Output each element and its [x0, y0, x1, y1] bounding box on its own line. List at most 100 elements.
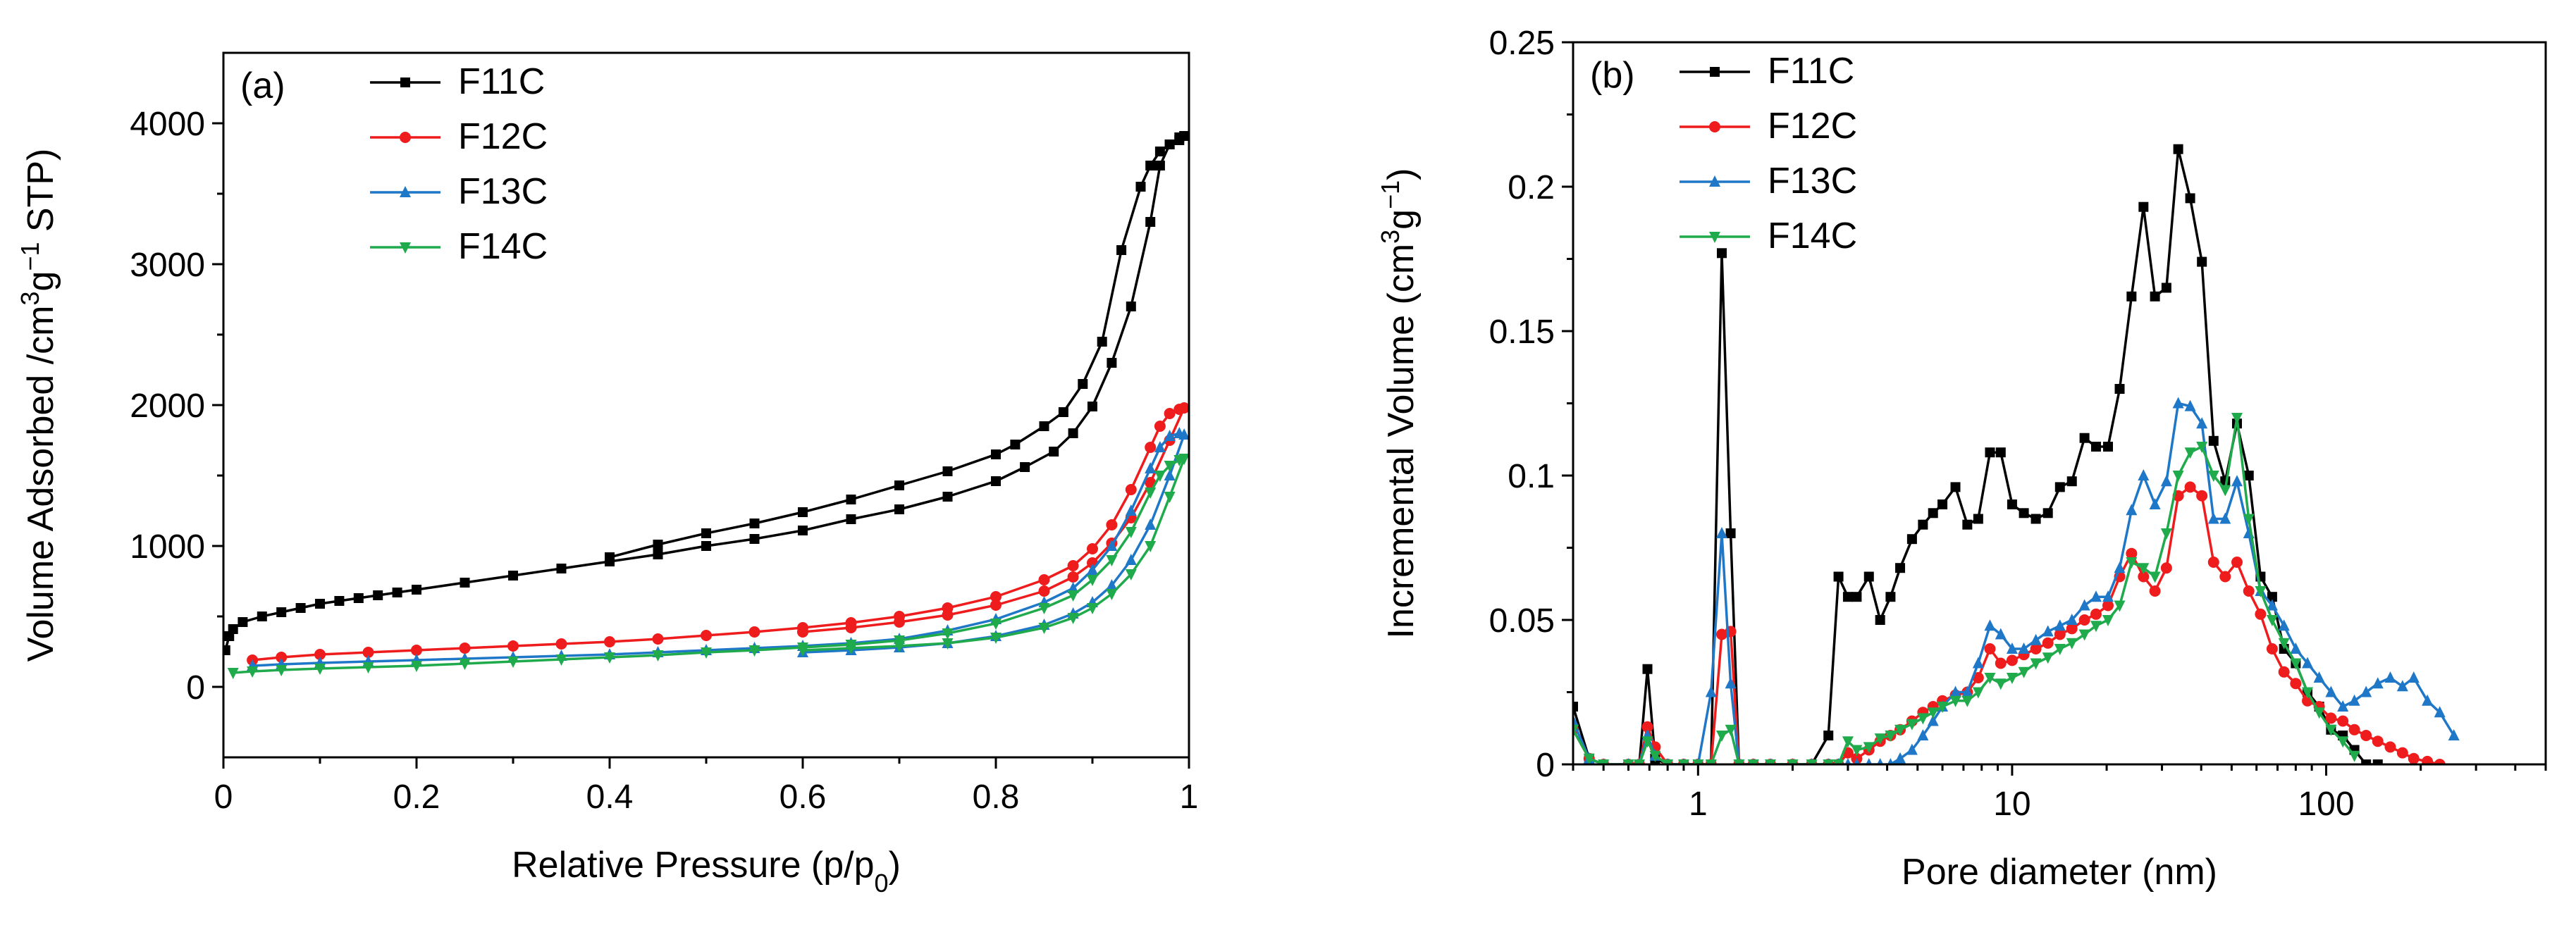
b-point-f11c [2030, 514, 2041, 524]
b-y-tick-label: 0.2 [1508, 169, 1555, 206]
b-point-f14c [1806, 759, 1818, 764]
a-point-f13c [1125, 504, 1137, 516]
b-point-f12c [2290, 678, 2302, 690]
a-y-tick-label: 2000 [130, 387, 205, 425]
b-point-f14c [2054, 644, 2066, 655]
a-point-f12c [1087, 543, 1098, 554]
b-point-f13c [2160, 475, 2172, 487]
panel-a-x-axis-title: Relative Pressure (p/p0) [512, 845, 901, 898]
panel-b-series-layer [1573, 144, 2460, 764]
b-point-f13c [2172, 397, 2184, 409]
a-point-f11c [223, 645, 230, 655]
b-y-tick-label: 0 [1536, 747, 1555, 784]
a-point-f11c [238, 617, 248, 627]
a-point-f11c [942, 492, 953, 502]
a-point-f11c [991, 449, 1001, 459]
panel-a-label: (a) [240, 66, 285, 106]
panel-a-legend: F11C F12C F13C F14C [370, 61, 548, 267]
a-legend-marker-f11c [400, 77, 410, 87]
b-point-f14c [1677, 759, 1689, 764]
b-point-f14c [2102, 615, 2114, 626]
a-point-f13c [1106, 540, 1118, 551]
b-point-f13c [2054, 619, 2066, 631]
b-point-f13c [2138, 469, 2150, 480]
a-point-f14c [1154, 471, 1166, 482]
panel-b-pore-distribution-chart: 0 0.05 0.1 0.15 0.2 0.25 1 10 100 (b) Pore diame… [1376, 25, 2547, 893]
a-point-f12c [1145, 442, 1157, 453]
b-point-f12c [2207, 557, 2219, 568]
b-point-f14c [1874, 733, 1886, 745]
b-point-f12c [1984, 643, 1996, 654]
a-point-f14c [227, 668, 239, 679]
a-point-f14c [942, 628, 954, 640]
a-point-f12c [1154, 421, 1166, 432]
b-point-f14c [1692, 759, 1704, 764]
b-point-f11c [2372, 759, 2383, 764]
b-point-f14c [2348, 750, 2360, 762]
b-point-f13c [2184, 399, 2196, 411]
a-point-f12c [845, 622, 857, 633]
b-legend-marker-f12c [1709, 121, 1720, 132]
b-point-f13c [1853, 758, 1860, 764]
a-point-f11c [1010, 440, 1021, 449]
b-point-f11c [1928, 508, 1938, 519]
a-legend-label-f11c: F11C [458, 61, 545, 102]
b-point-f13c [2066, 614, 2078, 625]
a-point-f11c [1068, 428, 1078, 438]
b-point-f14c [1662, 759, 1674, 764]
b-point-f14c [2219, 485, 2231, 497]
b-point-f12c [2396, 747, 2408, 759]
panel-a-ticks: 0 1000 2000 3000 4000 0 0.2 0.4 0.6 0.8 1 [130, 106, 1198, 816]
b-point-f13c [1725, 677, 1737, 689]
a-point-f12c [990, 591, 1002, 602]
a-point-f13c [1145, 462, 1157, 473]
a-point-f11c [1126, 302, 1136, 311]
b-point-f12c [2006, 654, 2018, 666]
a-point-f11c [412, 585, 421, 595]
a-point-f14c [1164, 461, 1176, 472]
b-point-f11c [1823, 731, 1834, 740]
b-point-f13c [2114, 561, 2126, 573]
a-point-f11c [798, 526, 808, 535]
a-point-f11c [460, 578, 470, 588]
b-point-f11c [1875, 615, 1885, 625]
a-point-f13c [1125, 554, 1137, 565]
b-point-f13c [1573, 714, 1579, 726]
b-point-f12c [2138, 571, 2150, 583]
a-point-f12c [894, 616, 905, 628]
a-point-f12c [314, 649, 326, 660]
b-point-f14c [2325, 724, 2337, 736]
b-point-f11c [1833, 571, 1844, 582]
b-point-f12c [2372, 735, 2384, 747]
a-point-f11c [508, 571, 518, 581]
a-point-f11c [1097, 337, 1107, 347]
b-point-f13c [2360, 685, 2372, 697]
b-point-f11c [2173, 144, 2183, 154]
b-point-f11c [2161, 283, 2171, 293]
b-point-f11c [2007, 499, 2017, 509]
a-point-f12c [652, 633, 664, 645]
b-point-f13c [2090, 590, 2102, 602]
a-x-tick-label: 0.8 [973, 778, 1020, 816]
a-point-f12c [459, 642, 471, 654]
a-y-tick-label: 3000 [130, 247, 205, 284]
b-point-f13c [2325, 685, 2337, 697]
a-point-f11c [1116, 245, 1127, 255]
a-point-f12c [1164, 408, 1176, 419]
b-point-f14c [1649, 750, 1661, 762]
b-point-f11c [1937, 499, 1948, 509]
a-point-f12c [1067, 560, 1079, 571]
b-point-f12c [2149, 585, 2161, 597]
a-point-f11c [894, 504, 904, 514]
panel-a-isotherm-chart: 0 1000 2000 3000 4000 0 0.2 0.4 0.6 0.8 1 (a) Rela… [16, 51, 1198, 898]
b-point-f13c [2207, 512, 2219, 524]
b-point-f14c [2255, 586, 2267, 597]
b-point-f13c [1877, 758, 1884, 764]
b-point-f13c [2042, 625, 2054, 637]
a-point-f11c [846, 495, 856, 504]
b-point-f14c [2042, 652, 2054, 664]
a-x-tick-label: 0.6 [779, 778, 827, 816]
a-point-f11c [1154, 147, 1165, 156]
b-point-f14c [1823, 759, 1835, 764]
a-point-f11c [1049, 447, 1059, 457]
